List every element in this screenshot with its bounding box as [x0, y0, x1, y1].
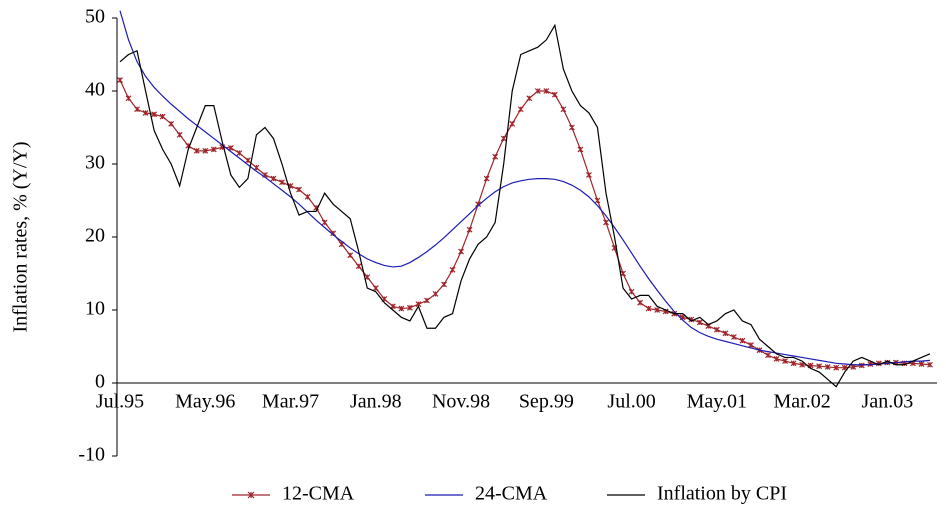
legend-label: 12-CMA: [282, 483, 355, 505]
point-marker: [696, 319, 703, 326]
point-marker: [398, 305, 405, 312]
point-marker: [739, 337, 746, 344]
point-marker: [355, 263, 362, 270]
point-marker: [441, 281, 447, 288]
point-marker: [159, 113, 166, 120]
point-marker: [858, 362, 865, 369]
y-tick-label: 50: [85, 6, 105, 28]
point-marker: [773, 355, 780, 362]
x-tick-label: May.01: [687, 391, 747, 413]
x-tick-label: Jul.00: [607, 391, 655, 413]
point-marker: [517, 106, 524, 113]
point-marker: [236, 150, 243, 156]
point-marker: [654, 307, 661, 313]
point-marker: [117, 77, 123, 83]
point-marker: [586, 172, 592, 178]
point-marker: [568, 124, 575, 131]
point-marker: [424, 297, 430, 304]
point-marker: [628, 288, 635, 295]
point-marker: [722, 330, 729, 337]
point-marker: [304, 193, 311, 200]
point-marker: [432, 291, 439, 297]
point-marker: [645, 305, 652, 312]
point-marker: [594, 197, 601, 204]
point-marker: [603, 219, 609, 226]
point-marker: [168, 120, 175, 127]
point-marker: [210, 146, 217, 153]
y-tick-label: -10: [78, 444, 105, 466]
point-marker: [458, 248, 464, 255]
point-marker: [543, 88, 550, 94]
point-marker: [918, 361, 925, 367]
series-line: [119, 10, 931, 366]
y-axis-label: Inflation rates, % (Y/Y): [10, 141, 32, 332]
point-marker: [551, 91, 558, 98]
point-marker: [492, 153, 499, 160]
x-tick-label: Nov.98: [432, 391, 490, 413]
x-tick-label: Jan.98: [350, 391, 402, 413]
point-marker: [270, 175, 277, 182]
point-marker: [483, 175, 490, 182]
point-marker: [713, 326, 720, 333]
point-marker: [790, 360, 797, 367]
point-marker: [151, 111, 158, 118]
point-marker: [193, 147, 200, 154]
point-marker: [526, 95, 533, 102]
point-marker: [125, 95, 132, 102]
point-marker: [406, 304, 413, 311]
point-marker: [466, 226, 473, 233]
point-marker: [765, 352, 771, 359]
point-marker: [134, 106, 140, 113]
point-marker: [296, 186, 302, 193]
point-marker: [372, 285, 379, 292]
point-marker: [748, 342, 754, 348]
point-marker: [279, 179, 285, 186]
point-marker: [560, 106, 567, 113]
x-tick-label: Mar.02: [773, 391, 830, 413]
point-marker: [782, 358, 788, 365]
y-tick-label: 0: [95, 371, 105, 393]
point-marker: [730, 334, 737, 340]
point-marker: [833, 364, 840, 371]
point-marker: [142, 109, 149, 116]
legend-marker: [247, 491, 255, 499]
point-marker: [534, 88, 541, 94]
point-marker: [637, 299, 644, 306]
point-marker: [577, 146, 584, 153]
point-marker: [313, 204, 320, 211]
x-tick-label: Mar.97: [262, 391, 319, 413]
y-tick-label: 10: [85, 298, 105, 320]
point-marker: [927, 361, 933, 368]
x-tick-label: Sep.99: [519, 391, 574, 413]
point-marker: [816, 363, 823, 370]
point-marker: [509, 120, 516, 127]
y-tick-label: 20: [85, 225, 105, 247]
legend-label: Inflation by CPI: [657, 483, 787, 505]
point-marker: [321, 219, 328, 226]
point-marker: [449, 266, 456, 273]
x-tick-label: Jan.03: [862, 391, 914, 413]
point-marker: [824, 364, 831, 370]
point-marker: [347, 252, 354, 259]
point-marker: [244, 157, 251, 164]
legend-label: 24-CMA: [475, 483, 548, 505]
x-tick-label: Jul.95: [96, 391, 144, 413]
point-marker: [500, 135, 507, 142]
point-marker: [202, 147, 209, 154]
y-tick-label: 40: [85, 79, 105, 101]
x-tick-label: May.96: [175, 391, 235, 413]
y-tick-label: 30: [85, 152, 105, 174]
series-line: [119, 23, 931, 388]
point-marker: [176, 131, 183, 138]
series-line: [119, 79, 931, 369]
